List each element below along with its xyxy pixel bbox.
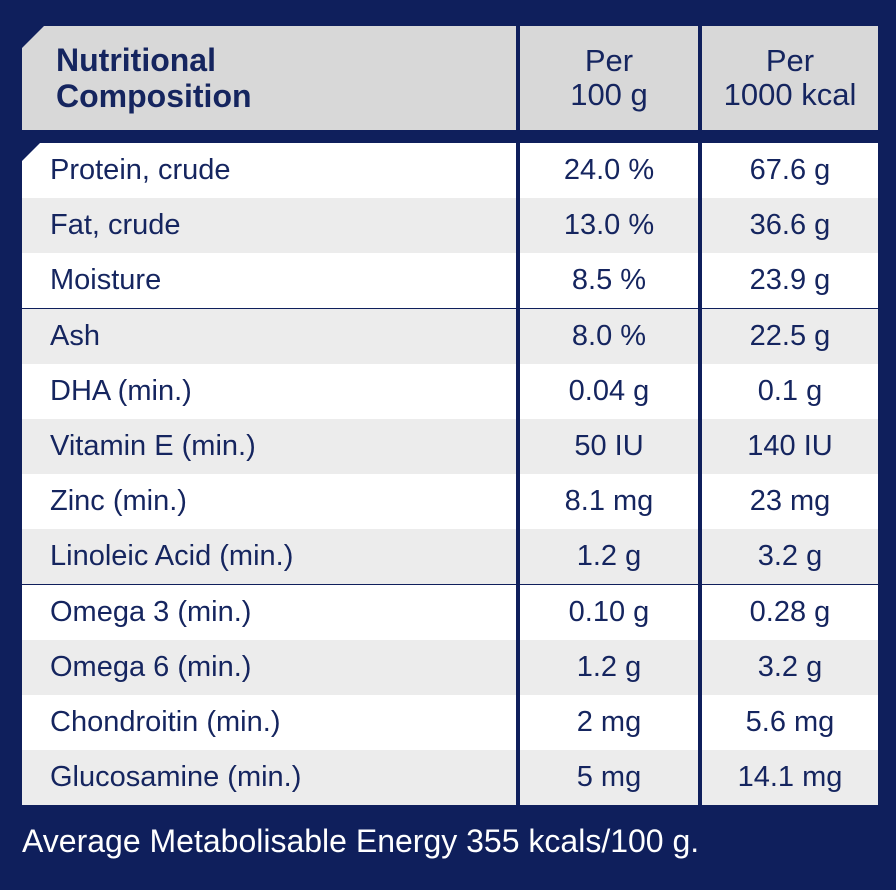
- table-row: Glucosamine (min.) 5 mg 14.1 mg: [22, 750, 878, 806]
- value-per-1000kcal: 3.2 g: [702, 639, 878, 695]
- table-row: Zinc (min.) 8.1 mg 23 mg: [22, 474, 878, 530]
- nutrient-name: DHA (min.): [22, 363, 516, 419]
- value-per-100g: 8.1 mg: [520, 474, 698, 530]
- value-per-100g: 2 mg: [520, 695, 698, 750]
- table-row: DHA (min.) 0.04 g 0.1 g: [22, 363, 878, 419]
- value-per-1000kcal: 3.2 g: [702, 529, 878, 585]
- table-row: Omega 6 (min.) 1.2 g 3.2 g: [22, 639, 878, 695]
- nutrient-name: Protein, crude: [22, 143, 516, 198]
- header-name-line1: Nutritional: [56, 42, 216, 78]
- nutrient-name: Vitamin E (min.): [22, 419, 516, 474]
- header-per-100g: Per 100 g: [520, 26, 698, 130]
- value-per-1000kcal: 0.1 g: [702, 363, 878, 419]
- header-col2-line1: Per: [765, 43, 815, 78]
- value-per-1000kcal: 0.28 g: [702, 584, 878, 640]
- table-header: Nutritional Composition Per 100 g Per 10…: [22, 26, 878, 130]
- table-row: Vitamin E (min.) 50 IU 140 IU: [22, 419, 878, 474]
- value-per-1000kcal: 5.6 mg: [702, 695, 878, 750]
- table-body: Protein, crude 24.0 % 67.6 g Fat, crude 13.0…: [22, 143, 878, 806]
- table-row: Protein, crude 24.0 % 67.6 g: [22, 143, 878, 198]
- nutrient-name: Chondroitin (min.): [22, 695, 516, 750]
- average-energy-note: Average Metabolisable Energy 355 kcals/1…: [22, 823, 700, 859]
- header-name-line2: Composition: [56, 78, 252, 114]
- nutrient-name: Glucosamine (min.): [22, 750, 516, 806]
- nutrient-name: Omega 6 (min.): [22, 639, 516, 695]
- header-per-1000kcal: Per 1000 kcal: [702, 26, 878, 130]
- value-per-100g: 0.04 g: [520, 363, 698, 419]
- value-per-1000kcal: 23 mg: [702, 474, 878, 530]
- value-per-100g: 50 IU: [520, 419, 698, 474]
- value-per-1000kcal: 67.6 g: [702, 143, 878, 198]
- value-per-100g: 8.5 %: [520, 253, 698, 309]
- value-per-100g: 0.10 g: [520, 584, 698, 640]
- nutrient-name: Zinc (min.): [22, 474, 516, 530]
- header-col1-line1: Per: [584, 43, 634, 78]
- value-per-100g: 1.2 g: [520, 639, 698, 695]
- nutrient-name: Ash: [22, 308, 516, 364]
- nutrient-name: Omega 3 (min.): [22, 584, 516, 640]
- value-per-1000kcal: 23.9 g: [702, 253, 878, 309]
- header-col2-line2: 1000 kcal: [723, 77, 857, 112]
- value-per-100g: 8.0 %: [520, 308, 698, 364]
- value-per-1000kcal: 22.5 g: [702, 308, 878, 364]
- table-row: Moisture 8.5 % 23.9 g: [22, 253, 878, 309]
- value-per-100g: 24.0 %: [520, 143, 698, 198]
- header-col1-line2: 100 g: [570, 77, 648, 112]
- value-per-1000kcal: 140 IU: [702, 419, 878, 474]
- header-nutritional-composition: Nutritional Composition: [22, 26, 516, 130]
- value-per-100g: 13.0 %: [520, 198, 698, 254]
- value-per-1000kcal: 36.6 g: [702, 198, 878, 254]
- nutrient-name: Fat, crude: [22, 198, 516, 254]
- nutrient-name: Linoleic Acid (min.): [22, 529, 516, 585]
- table-row: Linoleic Acid (min.) 1.2 g 3.2 g: [22, 529, 878, 585]
- table-row: Ash 8.0 % 22.5 g: [22, 308, 878, 364]
- value-per-100g: 1.2 g: [520, 529, 698, 585]
- table-row: Fat, crude 13.0 % 36.6 g: [22, 198, 878, 254]
- value-per-100g: 5 mg: [520, 750, 698, 806]
- value-per-1000kcal: 14.1 mg: [702, 750, 878, 806]
- table-row: Chondroitin (min.) 2 mg 5.6 mg: [22, 695, 878, 750]
- nutrient-name: Moisture: [22, 253, 516, 309]
- table-row: Omega 3 (min.) 0.10 g 0.28 g: [22, 584, 878, 640]
